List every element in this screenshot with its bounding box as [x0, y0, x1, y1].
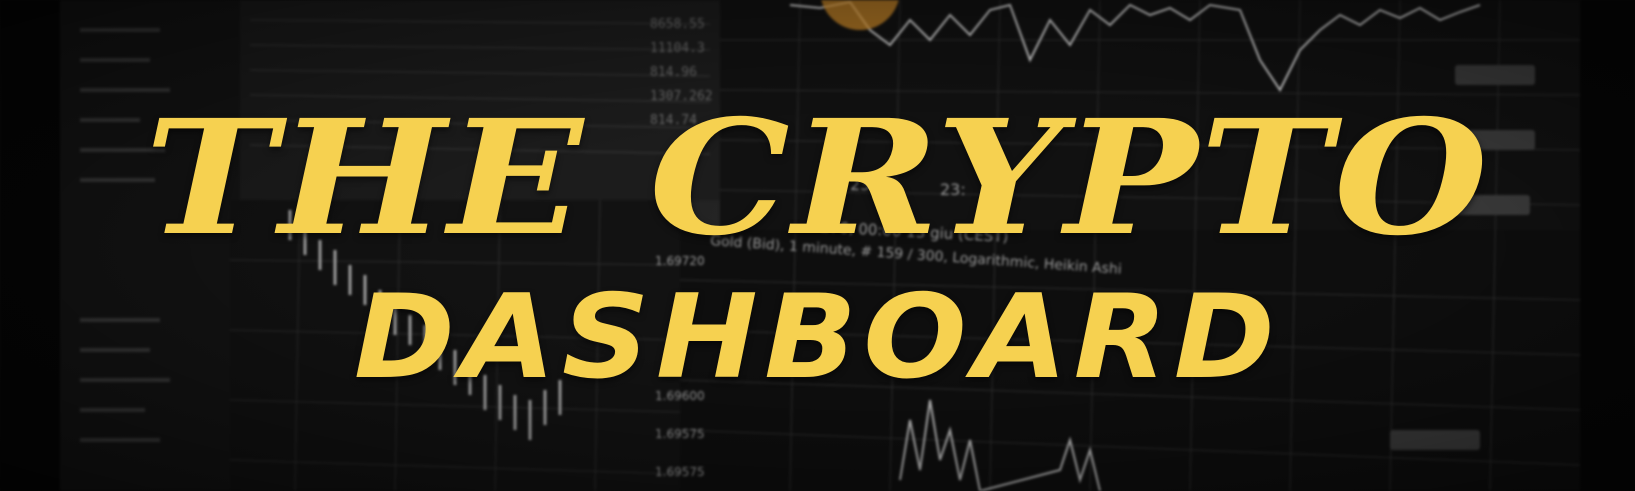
- svg-text:11104.3: 11104.3: [650, 41, 705, 56]
- svg-text:1.69575: 1.69575: [655, 465, 705, 479]
- title-line-2: DASHBOARD: [353, 270, 1282, 405]
- svg-text:1.69575: 1.69575: [655, 427, 705, 441]
- svg-text:8658.55: 8658.55: [650, 17, 705, 32]
- svg-text:814.96: 814.96: [650, 65, 697, 80]
- title-line-1: THE CRYPTO: [144, 86, 1491, 271]
